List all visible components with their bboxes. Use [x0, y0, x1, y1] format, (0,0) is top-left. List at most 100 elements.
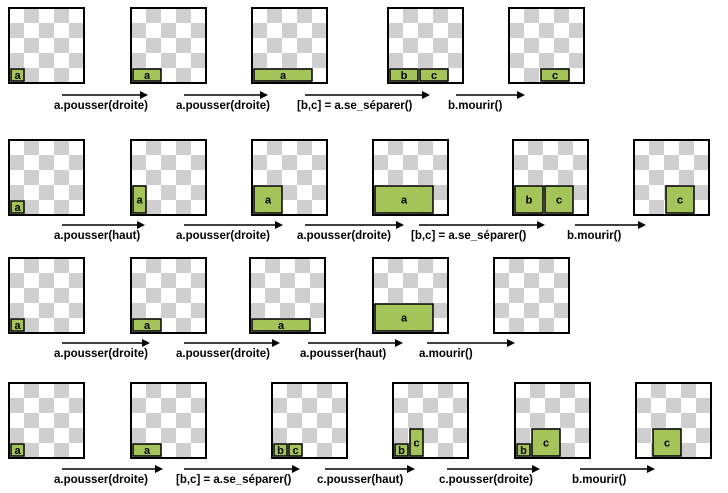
cell-label: a [144, 320, 151, 332]
checker-cell [54, 23, 69, 38]
transition-arrow: a.pousser(droite) [54, 339, 150, 360]
checker-cell [69, 200, 84, 215]
operation-label: [b,c] = a.se_séparer() [411, 230, 527, 242]
checker-cell [176, 273, 191, 288]
checker-cell [418, 155, 433, 170]
checker-cell [39, 170, 54, 185]
operation-label: [b,c] = a.se_séparer() [297, 100, 413, 112]
checker-cell [569, 68, 584, 83]
checker-cell [176, 303, 191, 318]
checker-cell [569, 38, 584, 53]
checker-cell [448, 23, 463, 38]
checker-cell [161, 170, 176, 185]
transition-arrow: [b,c] = a.se_séparer() [176, 465, 300, 486]
checker-cell [161, 38, 176, 53]
checker-cell [282, 200, 297, 215]
checker-cell [272, 413, 287, 428]
checker-cell [282, 170, 297, 185]
checker-cell [176, 155, 191, 170]
checker-cell [545, 398, 560, 413]
operation-label: [b,c] = a.se_séparer() [176, 474, 292, 486]
checker-cell [448, 8, 463, 23]
checker-cell [560, 428, 575, 443]
checker-cell [176, 140, 191, 155]
checker-cell [252, 140, 267, 155]
cell-block-b [514, 185, 544, 214]
grid-panel: a [130, 7, 207, 84]
panel-border [372, 139, 449, 216]
checker-cell [573, 170, 588, 185]
checker-cell [24, 383, 39, 398]
checker-cell [317, 383, 332, 398]
grid-panel: bc [514, 382, 591, 459]
checker-cell [9, 140, 24, 155]
checker-cell [24, 185, 39, 200]
checker-cell [176, 288, 191, 303]
checker-cell [24, 273, 39, 288]
checker-cell [191, 273, 206, 288]
checker-cell [191, 155, 206, 170]
cell-block-b [273, 443, 288, 457]
checker-cell [393, 383, 408, 398]
checker-cell [39, 273, 54, 288]
cell-block-a [132, 318, 162, 332]
checker-cell [39, 68, 54, 83]
checker-cell [272, 398, 287, 413]
checker-cell [393, 413, 408, 428]
cell-label: a [280, 70, 287, 82]
checker-cell [530, 383, 545, 398]
checker-cell [191, 140, 206, 155]
checker-cell [69, 185, 84, 200]
checker-cell [494, 258, 509, 273]
checker-cell [176, 53, 191, 68]
checker-cell [433, 185, 448, 200]
checker-cell [69, 8, 84, 23]
checker-cell [634, 170, 649, 185]
checker-cell [433, 303, 448, 318]
checker-cell [539, 288, 554, 303]
checker-cell [312, 23, 327, 38]
checker-cell [191, 68, 206, 83]
checker-cell [9, 398, 24, 413]
checker-cell [146, 288, 161, 303]
checker-cell [69, 428, 84, 443]
checker-cell [176, 383, 191, 398]
checker-cell [280, 288, 295, 303]
checker-cell [39, 140, 54, 155]
checker-cell [39, 38, 54, 53]
transition-arrow: [b,c] = a.se_séparer() [411, 221, 545, 242]
checker-cell [666, 383, 681, 398]
checker-cell [403, 38, 418, 53]
checker-cell [528, 170, 543, 185]
checker-cell [696, 428, 711, 443]
checker-cell [528, 140, 543, 155]
cell-label: b [520, 445, 527, 457]
checker-cell [24, 200, 39, 215]
checker-cell [161, 398, 176, 413]
checker-cell [388, 53, 403, 68]
checker-cell [696, 398, 711, 413]
checker-cell [176, 318, 191, 333]
checker-cell [433, 53, 448, 68]
checker-cell [9, 8, 24, 23]
checker-cell [666, 413, 681, 428]
checker-cell [146, 185, 161, 200]
checker-cell [69, 318, 84, 333]
checker-cell [161, 303, 176, 318]
checker-cell [388, 38, 403, 53]
checker-cell [560, 443, 575, 458]
checker-cell [191, 170, 206, 185]
grid-panel: a [249, 257, 326, 334]
checker-cell [575, 443, 590, 458]
checker-cell [161, 155, 176, 170]
checker-cell [131, 288, 146, 303]
checker-cell [191, 428, 206, 443]
checker-cell [24, 23, 39, 38]
checker-cell [69, 383, 84, 398]
checker-cell [408, 398, 423, 413]
checker-cell [295, 258, 310, 273]
checker-cell [280, 303, 295, 318]
checker-cell [524, 303, 539, 318]
